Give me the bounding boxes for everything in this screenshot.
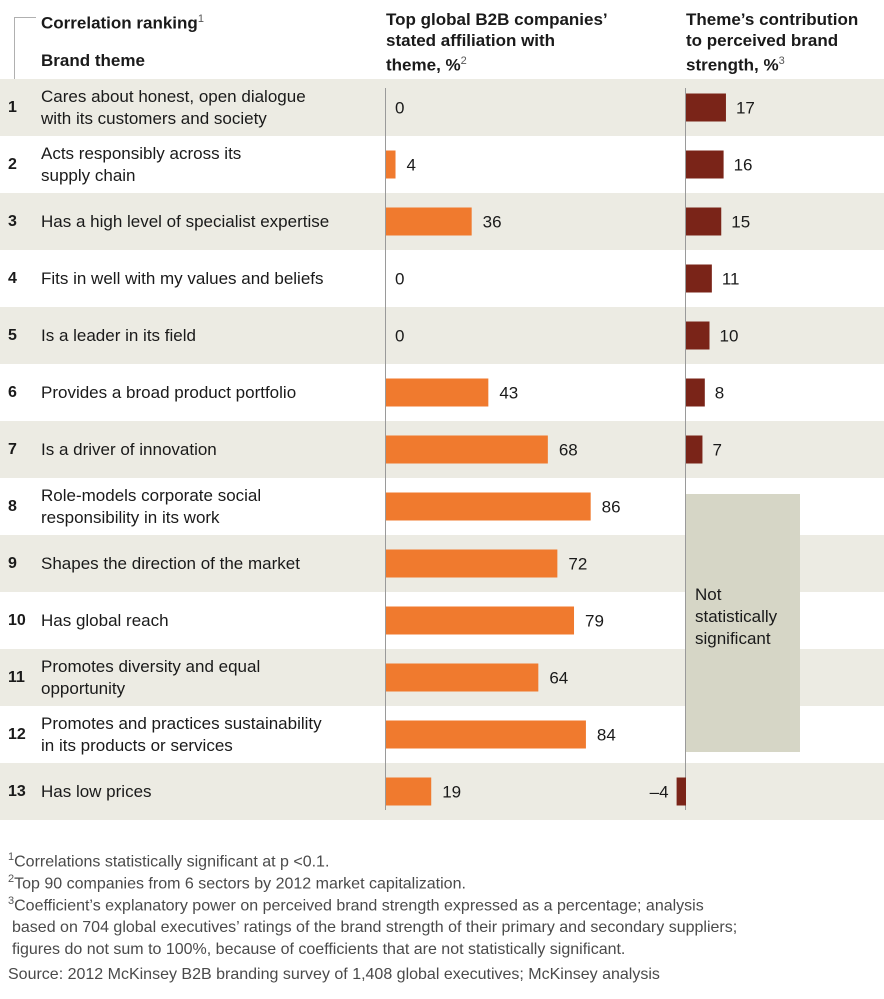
header-affiliation: Top global B2B companies’ stated affilia…	[386, 10, 608, 75]
rank-number: 11	[8, 668, 25, 686]
brand-theme: Cares about honest, open dialogue with it…	[41, 86, 306, 128]
contribution-value-label: 10	[720, 327, 739, 346]
affiliation-value-label: 36	[483, 213, 502, 232]
contribution-value-label: 11	[722, 270, 740, 289]
brand-theme: Promotes diversity and equal opportunity	[41, 656, 261, 698]
table-row: 12 Promotes and practices sustainability i…	[0, 706, 884, 763]
rank-number: 8	[8, 497, 17, 515]
header-rule-vertical	[14, 17, 15, 80]
header-rule-horizontal	[14, 17, 36, 18]
rank-number: 7	[8, 440, 17, 458]
affiliation-value-label: 4	[407, 156, 416, 175]
affiliation-value-label: 19	[442, 783, 461, 802]
brand-theme: Has a high level of specialist expertise	[41, 211, 330, 231]
rank-number: 1	[8, 98, 17, 116]
table-row: 13 Has low prices	[0, 763, 884, 820]
brand-theme: Is a driver of innovation	[41, 439, 217, 459]
contribution-bar	[686, 378, 705, 407]
affiliation-bar	[386, 207, 472, 236]
contribution-value-label: 8	[715, 384, 724, 403]
contribution-bar	[686, 435, 703, 464]
affiliation-bar	[386, 663, 539, 692]
header-brand-theme: Brand theme	[41, 51, 145, 70]
table-row: 4 Fits in well with my values and beliefs	[0, 250, 884, 307]
affiliation-value-label: 72	[568, 555, 587, 574]
table-row: 5 Is a leader in its field	[0, 307, 884, 364]
rank-number: 12	[8, 725, 26, 743]
contribution-value-label: 17	[736, 99, 755, 118]
affiliation-bar	[386, 435, 548, 464]
footnote-3: 3Coefficient’s explanatory power on perc…	[8, 895, 738, 959]
rank-number: 4	[8, 269, 17, 287]
affiliation-value-label: 0	[395, 99, 404, 118]
brand-theme: Role-models corporate social responsibili…	[41, 485, 262, 527]
table-row: 6 Provides a broad product portfolio	[0, 364, 884, 421]
header-contribution: Theme’s contribution to perceived brand …	[686, 10, 859, 75]
brand-theme: Provides a broad product portfolio	[41, 382, 297, 402]
affiliation-bar	[386, 777, 432, 806]
affiliation-value-label: 86	[602, 498, 621, 517]
affiliation-bar	[386, 720, 586, 749]
source-note: Source: 2012 McKinsey B2B branding surve…	[8, 966, 660, 983]
table-row: 8 Role-models corporate social responsibil…	[0, 478, 884, 535]
affiliation-value-label: 64	[549, 669, 568, 688]
affiliation-value-label: 79	[585, 612, 604, 631]
affiliation-value-label: 43	[499, 384, 518, 403]
affiliation-value-label: 68	[559, 441, 578, 460]
contribution-value-label: 7	[712, 441, 721, 460]
contribution-bar	[686, 150, 724, 179]
contribution-bar	[686, 207, 722, 236]
affiliation-value-label: 0	[395, 327, 404, 346]
footnote-1: 1Correlations statistically significant …	[8, 851, 330, 871]
not-significant-label: Not statistically significant	[695, 585, 778, 648]
contribution-bar	[676, 777, 686, 806]
rank-number: 13	[8, 782, 26, 800]
contribution-bar	[686, 93, 726, 122]
brand-theme: Acts responsibly across its supply chain	[41, 143, 242, 185]
affiliation-bar	[386, 606, 575, 635]
affiliation-value-label: 0	[395, 270, 404, 289]
rank-number: 2	[8, 155, 17, 173]
affiliation-axis-line	[385, 88, 386, 810]
brand-theme: Shapes the direction of the market	[41, 553, 300, 573]
table-row: 2 Acts responsibly across its supply chain	[0, 136, 884, 193]
affiliation-bar	[386, 492, 591, 521]
contribution-value-label: 16	[734, 156, 753, 175]
brand-theme: Has low prices	[41, 781, 152, 801]
affiliation-value-label: 84	[597, 726, 616, 745]
contribution-bar	[686, 264, 712, 293]
header-correlation-ranking: Correlation ranking1	[41, 13, 204, 33]
contribution-axis-line	[685, 88, 686, 810]
table-row: 10 Has global reach	[0, 592, 884, 649]
rank-number: 9	[8, 554, 17, 572]
contribution-value-label: 15	[731, 213, 750, 232]
brand-theme: Is a leader in its field	[41, 325, 196, 345]
affiliation-bar	[386, 378, 489, 407]
affiliation-bar	[386, 150, 396, 179]
footnote-2: 2Top 90 companies from 6 sectors by 2012…	[8, 873, 466, 893]
affiliation-bar	[386, 549, 558, 578]
rank-number: 5	[8, 326, 17, 344]
rank-number: 3	[8, 212, 17, 230]
brand-theme: Fits in well with my values and beliefs	[41, 268, 324, 288]
contribution-bar	[686, 321, 710, 350]
rank-number: 6	[8, 383, 17, 401]
not-significant-box	[686, 494, 800, 752]
contribution-value-label: –4	[650, 783, 669, 802]
brand-theme: Promotes and practices sustainability in …	[41, 713, 322, 755]
rank-number: 10	[8, 611, 26, 629]
table-row: 1 Cares about honest, open dialogue with i…	[0, 79, 884, 136]
brand-theme: Has global reach	[41, 610, 169, 630]
